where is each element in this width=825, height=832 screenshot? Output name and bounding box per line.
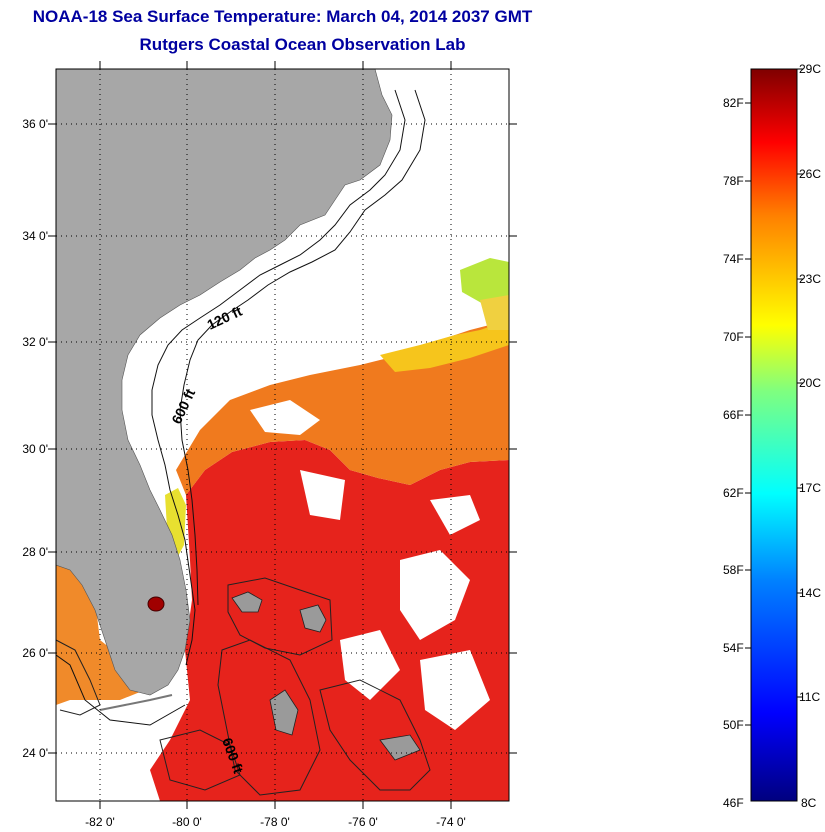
lat-label: 32 0' [22,335,48,349]
lat-label: 28 0' [22,545,48,559]
graticule [56,69,509,801]
lat-label: 30 0' [22,442,48,456]
colorbar-label-c: 20C [799,376,822,390]
colorbar-label-f: 78F [723,174,744,188]
colorbar-label-c: 23C [799,272,822,286]
colorbar-label-f: 70F [723,330,744,344]
cloud-patch [340,630,400,700]
colorbar-label-f: 66F [723,408,744,422]
bank-contour [227,577,333,656]
colorbar-label-c: 14C [799,586,822,600]
bahamas-island [379,734,421,761]
sst-region-yellow-east [480,295,509,330]
lat-label: 34 0' [22,229,48,243]
cloud-patch [300,470,345,520]
colorbar-label-f: 62F [723,486,744,500]
sst-region-yellow [380,320,509,372]
gulf-contour [56,654,186,726]
map-title: NOAA-18 Sea Surface Temperature: March 0… [32,7,533,26]
lon-label: -76 0' [348,815,378,829]
sst-region-green [460,258,509,305]
lon-label: -78 0' [260,815,290,829]
colorbar-label-f: 82F [723,96,744,110]
sst-region-warm [150,440,509,801]
map-subtitle: Rutgers Coastal Ocean Observation Lab [139,35,466,54]
colorbar-label-c: 11C [799,690,821,704]
land-mass [56,69,393,696]
bank-contour [319,679,431,791]
bahamas-island [299,604,327,633]
colorbar-ticks [745,68,803,726]
lat-label: 26 0' [22,646,48,660]
colorbar-label-f: 50F [723,718,744,732]
lon-label: -74 0' [436,815,466,829]
colorbar-label-f: 74F [723,252,744,266]
colorbar [750,68,798,802]
colorbar-label-c: 17C [799,481,822,495]
florida-keys [99,694,173,711]
cloud-patch [420,650,490,730]
cloud-patch [430,495,480,535]
lon-label: -82 0' [85,815,115,829]
colorbar-label-f: 54F [723,641,744,655]
map-frame [55,68,510,802]
frame-ticks [48,61,517,809]
colorbar-label-c: 26C [799,167,822,181]
colorbar-label-c: 8C [801,796,817,810]
cloud-patch [400,550,470,640]
contour-120ft [151,89,406,666]
bahamas-island [231,591,263,613]
bank-contour [56,639,101,716]
bank-contour [159,729,241,791]
lat-label: 36 0' [22,117,48,131]
lon-label: -80 0' [172,815,202,829]
colorbar-label-f: 58F [723,563,744,577]
lat-label: 24 0' [22,746,48,760]
colorbar-label-f: 46F [723,796,744,810]
colorbar-label-c: 29C [799,62,822,76]
lake-okeechobee [147,596,165,612]
cloud-patch [250,400,320,435]
contour-600ft [179,89,426,606]
